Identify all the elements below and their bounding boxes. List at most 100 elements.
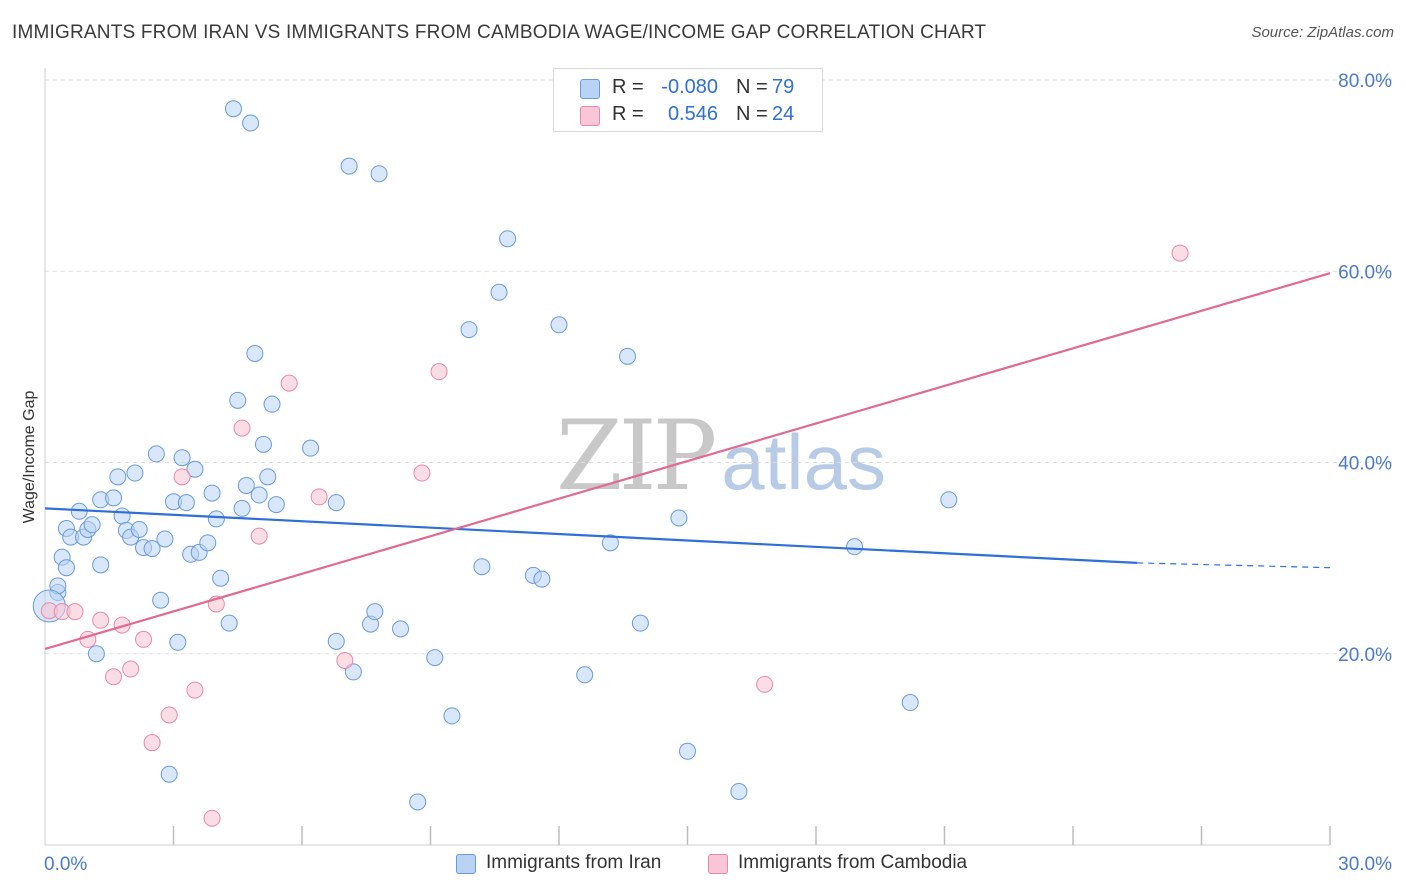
x-tick-label: 0.0%	[44, 854, 87, 875]
cambodia-point	[173, 468, 191, 486]
grid-layer	[45, 79, 1392, 845]
iran-point	[173, 449, 191, 467]
iran-point	[207, 510, 225, 528]
cambodia-point	[105, 668, 123, 686]
iran-point	[259, 468, 277, 486]
n-label: N =	[736, 76, 768, 98]
cambodia-point	[756, 675, 774, 693]
iran-point	[156, 530, 174, 548]
iran-point	[409, 793, 427, 811]
iran-point	[267, 496, 285, 514]
n-value: 79	[772, 76, 795, 98]
iran-point	[679, 742, 696, 760]
cambodia-point	[186, 681, 204, 699]
iran-point	[327, 494, 345, 512]
iran-point	[901, 694, 919, 712]
y-tick-label: 60.0%	[1338, 262, 1392, 283]
iran-point	[92, 556, 110, 574]
iran-trend-extension	[1137, 562, 1331, 569]
chart-title: IMMIGRANTS FROM IRAN VS IMMIGRANTS FROM …	[12, 22, 987, 43]
iran-point	[254, 435, 272, 453]
cambodia-point	[143, 734, 161, 752]
iran-point	[186, 460, 204, 478]
iran-point	[443, 707, 461, 725]
y-tick-label: 80.0%	[1338, 71, 1392, 92]
iran-point	[237, 476, 255, 494]
iran-point	[87, 645, 105, 663]
iran-point	[83, 516, 101, 534]
iran-point	[229, 391, 247, 409]
y-tick-label: 40.0%	[1338, 454, 1392, 475]
iran-point	[246, 344, 264, 362]
iran-point	[370, 165, 388, 183]
iran-point	[340, 157, 358, 175]
iran-point	[601, 534, 619, 552]
iran-point	[113, 507, 131, 525]
series-legend: Immigrants from Iran Immigrants from Cam…	[0, 852, 1406, 876]
cambodia-trend-line	[44, 272, 1331, 651]
iran-point	[846, 538, 864, 556]
cambodia-point	[203, 809, 221, 827]
iran-swatch	[580, 79, 600, 99]
n-value: 24	[772, 103, 795, 125]
iran-swatch	[456, 854, 476, 874]
iran-point	[619, 347, 637, 365]
iran-point	[327, 632, 345, 650]
iran-point	[263, 395, 281, 413]
cambodia-point	[160, 706, 178, 724]
r-label: R =	[612, 76, 644, 98]
trend-lines	[44, 272, 1331, 651]
legend-row-iran: R = -0.080 N = 79	[554, 75, 822, 103]
iran-point	[250, 486, 268, 504]
iran-point	[57, 559, 75, 577]
cambodia-point	[430, 363, 448, 381]
iran-point	[224, 100, 242, 118]
iran-point	[631, 614, 649, 632]
tick-labels: 20.0% 40.0% 60.0% 80.0% 0.0% 30.0%	[44, 71, 1392, 875]
iran-point	[460, 321, 478, 339]
source-credit: Source: ZipAtlas.com	[1251, 24, 1394, 41]
r-label: R =	[612, 103, 644, 125]
iran-point	[143, 540, 161, 558]
iran-point	[130, 520, 148, 538]
r-value: 0.546	[667, 103, 718, 125]
cambodia-swatch	[708, 854, 728, 874]
cambodia-swatch	[580, 106, 600, 126]
iran-point	[212, 569, 230, 587]
iran-point	[366, 603, 384, 621]
iran-point	[302, 439, 320, 457]
y-axis-label: Wage/Income Gap	[21, 391, 38, 524]
iran-point	[220, 614, 238, 632]
legend-label: Immigrants from Cambodia	[738, 852, 968, 873]
cambodia-point	[233, 419, 251, 437]
iran-point	[169, 633, 187, 651]
cambodia-points	[40, 244, 1189, 827]
x-tick-label: 30.0%	[1338, 854, 1392, 875]
watermark-zip: ZIP	[556, 400, 717, 512]
iran-point	[730, 782, 748, 800]
legend-row-cambodia: R = 0.546 N = 24	[554, 102, 822, 130]
iran-point	[344, 663, 362, 681]
iran-point	[490, 283, 508, 301]
iran-point	[499, 230, 517, 248]
iran-point	[242, 114, 260, 132]
correlation-legend: R = -0.080 N = 79 R = 0.546 N = 24	[553, 68, 823, 132]
cambodia-point	[122, 660, 140, 678]
iran-point	[152, 591, 170, 609]
iran-point	[533, 570, 551, 588]
iran-point	[109, 468, 127, 486]
cambodia-point	[280, 374, 298, 392]
axis-layer	[44, 68, 1330, 846]
iran-trend-line	[44, 507, 1138, 565]
iran-point	[940, 491, 958, 509]
cambodia-point	[336, 651, 354, 669]
watermark: ZIP atlas	[556, 400, 886, 512]
y-tick-label: 20.0%	[1338, 645, 1392, 666]
iran-point	[426, 649, 444, 667]
iran-point	[126, 464, 144, 482]
iran-point	[177, 494, 195, 512]
iran-point	[392, 620, 410, 638]
iran-point	[203, 484, 221, 502]
n-label: N =	[736, 103, 768, 125]
